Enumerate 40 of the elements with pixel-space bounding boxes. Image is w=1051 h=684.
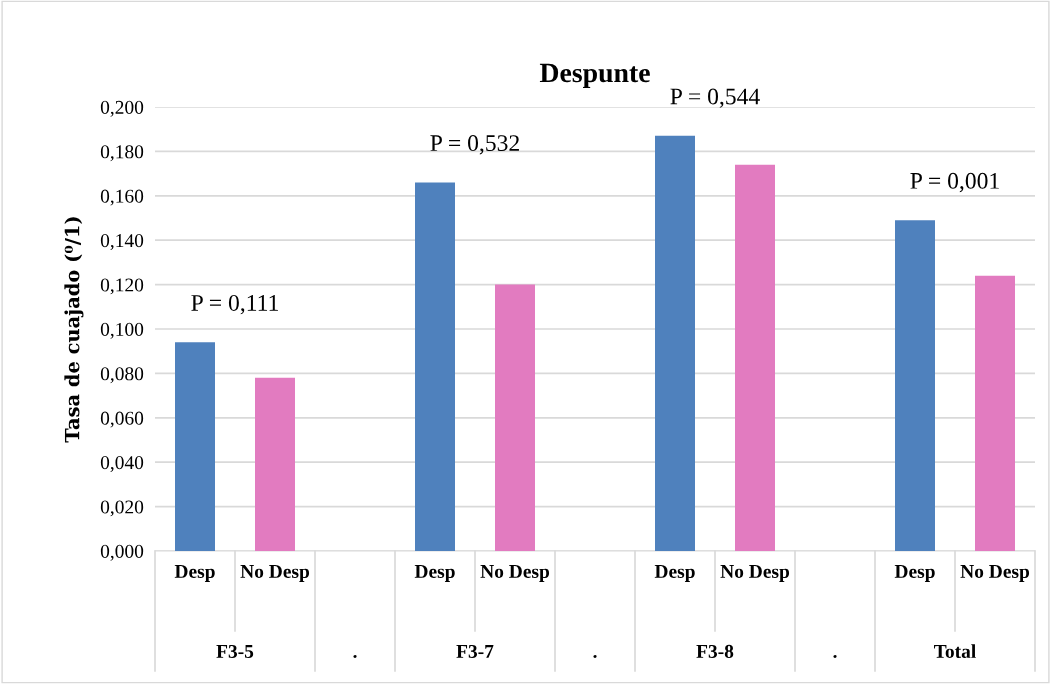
x-tick-label: Desp — [654, 565, 695, 582]
x-tick-label: No Desp — [960, 565, 1030, 582]
annotation: P = 0,544 — [670, 88, 760, 108]
x-tick-label: No Desp — [480, 565, 550, 582]
text: F3-8 — [696, 644, 734, 658]
text: F3-5 — [216, 644, 254, 658]
x-tick-label: Desp — [894, 565, 935, 582]
y-tick-label: 0,160 — [100, 189, 144, 206]
y-tick-label: 0,120 — [100, 278, 144, 295]
y-tick-label: 0,180 — [100, 145, 144, 162]
annotation: P = 0,001 — [910, 172, 999, 193]
bar — [415, 182, 455, 551]
text: . — [833, 654, 837, 659]
y-tick-label: 0,060 — [100, 411, 144, 428]
bar — [255, 377, 295, 551]
y-tick-label: 0,200 — [100, 100, 144, 117]
y-tick-label: 0,100 — [100, 322, 144, 339]
annotation: P = 0,111 — [191, 294, 278, 315]
y-tick-label: 0,140 — [100, 234, 144, 250]
text: F3-7 — [456, 644, 494, 658]
chart-title: Despunte — [539, 63, 650, 88]
bar — [735, 164, 775, 551]
annotation: P = 0,532 — [430, 135, 519, 155]
y-tick-label: 0,000 — [100, 544, 144, 561]
y-tick-label: 0,080 — [100, 367, 144, 384]
text: . — [353, 654, 357, 659]
bar — [175, 342, 215, 551]
bar — [895, 220, 935, 551]
y-axis-title: Tasa de cuajado (⁰/1) — [64, 217, 84, 443]
bar — [495, 284, 535, 551]
y-tick-label: 0,020 — [100, 500, 144, 517]
bar — [655, 135, 695, 551]
x-tick-label: No Desp — [720, 565, 790, 582]
x-tick-label: Desp — [174, 565, 215, 582]
x-tick-label: Desp — [414, 565, 455, 582]
y-tick-label: 0,040 — [100, 456, 144, 472]
text: . — [593, 654, 597, 659]
text: Total — [934, 644, 976, 658]
x-tick-label: No Desp — [240, 565, 310, 582]
bar — [975, 275, 1015, 551]
